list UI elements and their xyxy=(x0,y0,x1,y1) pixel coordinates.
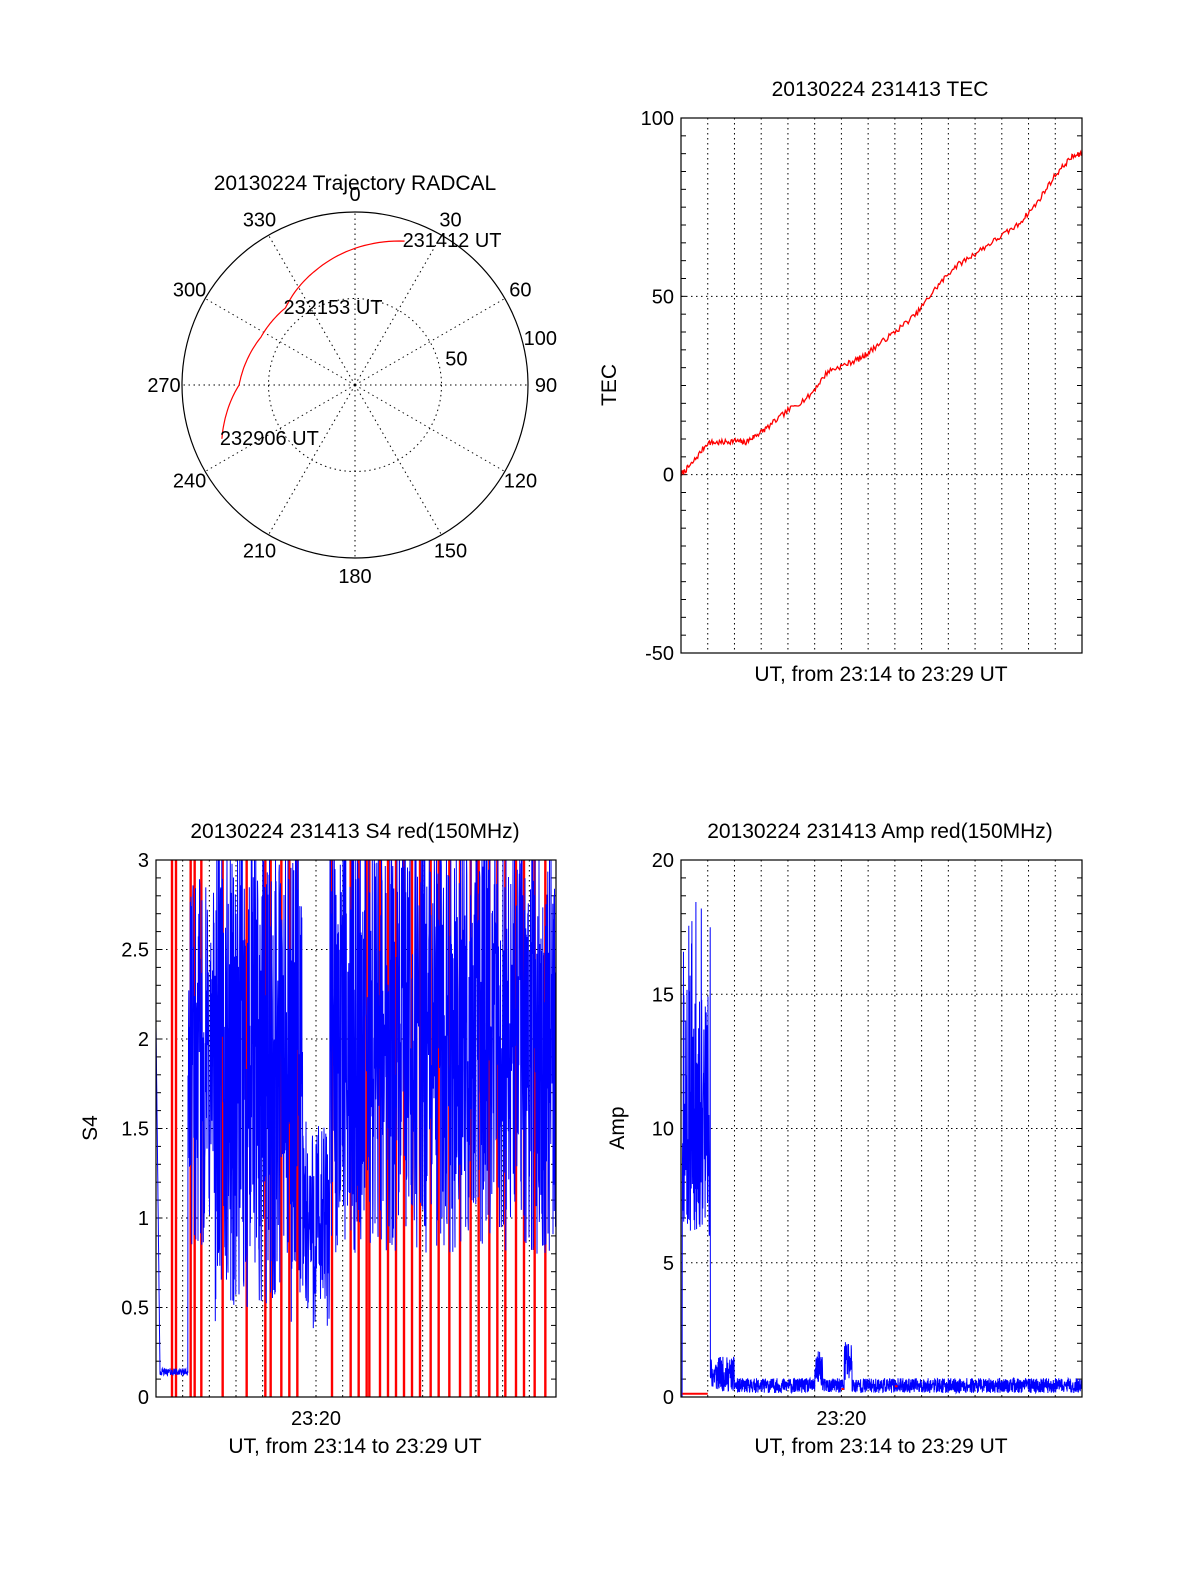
amp-x-axis-label: UT, from 23:14 to 23:29 UT xyxy=(754,1435,1007,1458)
trajectory-annotation: 232906 UT xyxy=(220,428,319,450)
s4-y-axis-label: S4 xyxy=(79,1115,102,1141)
y-tick-label: 3 xyxy=(138,850,149,872)
amp-x-tick-labels: 23:20 xyxy=(816,1408,866,1430)
polar-angle-label: 270 xyxy=(147,375,180,397)
amp-blue-series xyxy=(681,901,1082,1397)
s4-title: 20130224 231413 S4 red(150MHz) xyxy=(190,820,519,843)
polar-angle-label: 0 xyxy=(349,184,360,206)
y-tick-label: 100 xyxy=(641,108,674,130)
y-tick-label: 0 xyxy=(663,465,674,487)
y-tick-label: 1.5 xyxy=(121,1119,149,1141)
trajectory-annotation: 231412 UT xyxy=(403,230,502,252)
y-tick-label: 0.5 xyxy=(121,1298,149,1320)
polar-spoke xyxy=(354,234,442,386)
tec-minor-ticks xyxy=(681,135,1082,636)
polar-angle-label: 240 xyxy=(173,471,206,493)
amp-grid xyxy=(681,860,1082,1397)
polar-angle-label: 30 xyxy=(439,210,461,232)
y-tick-label: 5 xyxy=(663,1253,674,1275)
s4-plot-frame xyxy=(155,859,557,1398)
amp-red-series xyxy=(682,1385,898,1395)
polar-angle-label: 210 xyxy=(243,540,276,562)
polar-angle-label: 300 xyxy=(173,280,206,302)
y-tick-label: 0 xyxy=(663,1387,674,1409)
s4-blue-series xyxy=(156,860,556,1377)
polar-radial-label: 50 xyxy=(445,349,467,371)
y-tick-label: 0 xyxy=(138,1387,149,1409)
s4-chart: 20130224 231413 S4 red(150MHz) 0 0.5 1 1.5 2… xyxy=(79,820,557,1458)
tec-title: 20130224 231413 TEC xyxy=(772,78,989,101)
s4-x-tick-labels: 23:20 xyxy=(291,1408,341,1430)
amp-y-axis-label: Amp xyxy=(606,1106,629,1149)
polar-angle-labels: 0 30 60 90 120 150 180 210 240 270 300 330 xyxy=(147,184,557,588)
polar-grid xyxy=(182,212,528,558)
amp-plot-frame xyxy=(680,859,1083,1398)
x-tick-label: 23:20 xyxy=(291,1408,341,1430)
trajectory-title: 20130224 Trajectory RADCAL xyxy=(214,172,497,195)
polar-angle-label: 60 xyxy=(509,280,531,302)
trajectory-annotation: 232153 UT xyxy=(284,297,383,319)
trajectory-polar-chart: 20130224 Trajectory RADCAL 0 30 60 90 120 150… xyxy=(147,172,557,588)
tec-chart: 20130224 231413 TEC -50 0 50 100 UT, from 2… xyxy=(598,78,1083,686)
amp-y-tick-labels: 0 5 10 15 20 xyxy=(652,850,674,1409)
polar-angle-label: 120 xyxy=(504,471,537,493)
y-tick-label: 15 xyxy=(652,984,674,1006)
polar-angle-label: 90 xyxy=(535,375,557,397)
polar-outer-circle xyxy=(181,211,529,559)
y-tick-label: -50 xyxy=(645,643,674,665)
polar-spoke xyxy=(204,298,356,386)
tec-plot-frame xyxy=(680,117,1083,654)
amp-chart: 20130224 231413 Amp red(150MHz) 0 5 10 15 20… xyxy=(606,820,1083,1458)
y-tick-label: 20 xyxy=(652,850,674,872)
y-tick-label: 1 xyxy=(138,1208,149,1230)
polar-angle-label: 150 xyxy=(434,540,467,562)
tec-x-axis-label: UT, from 23:14 to 23:29 UT xyxy=(754,663,1007,686)
y-tick-label: 2.5 xyxy=(121,940,149,962)
tec-y-axis-label: TEC xyxy=(598,364,621,406)
polar-spoke xyxy=(354,298,506,386)
polar-spoke xyxy=(268,234,356,386)
polar-ring-50 xyxy=(268,298,442,472)
x-tick-label: 23:20 xyxy=(816,1408,866,1430)
polar-radial-labels: 50 100 xyxy=(445,328,557,371)
y-tick-label: 50 xyxy=(652,286,674,308)
trajectory-annotations: 231412 UT 232153 UT 232906 UT xyxy=(220,230,502,450)
polar-angle-label: 330 xyxy=(243,210,276,232)
trajectory-track xyxy=(221,240,405,439)
tec-y-tick-labels: -50 0 50 100 xyxy=(641,108,674,665)
polar-radial-label: 100 xyxy=(524,328,557,350)
y-tick-label: 10 xyxy=(652,1119,674,1141)
s4-y-tick-labels: 0 0.5 1 1.5 2 2.5 3 xyxy=(121,850,149,1409)
s4-x-axis-label: UT, from 23:14 to 23:29 UT xyxy=(228,1435,481,1458)
tec-series-line xyxy=(680,149,1083,477)
y-tick-label: 2 xyxy=(138,1029,149,1051)
polar-angle-label: 180 xyxy=(338,566,371,588)
amp-title: 20130224 231413 Amp red(150MHz) xyxy=(707,820,1053,843)
tec-grid xyxy=(681,118,1082,653)
